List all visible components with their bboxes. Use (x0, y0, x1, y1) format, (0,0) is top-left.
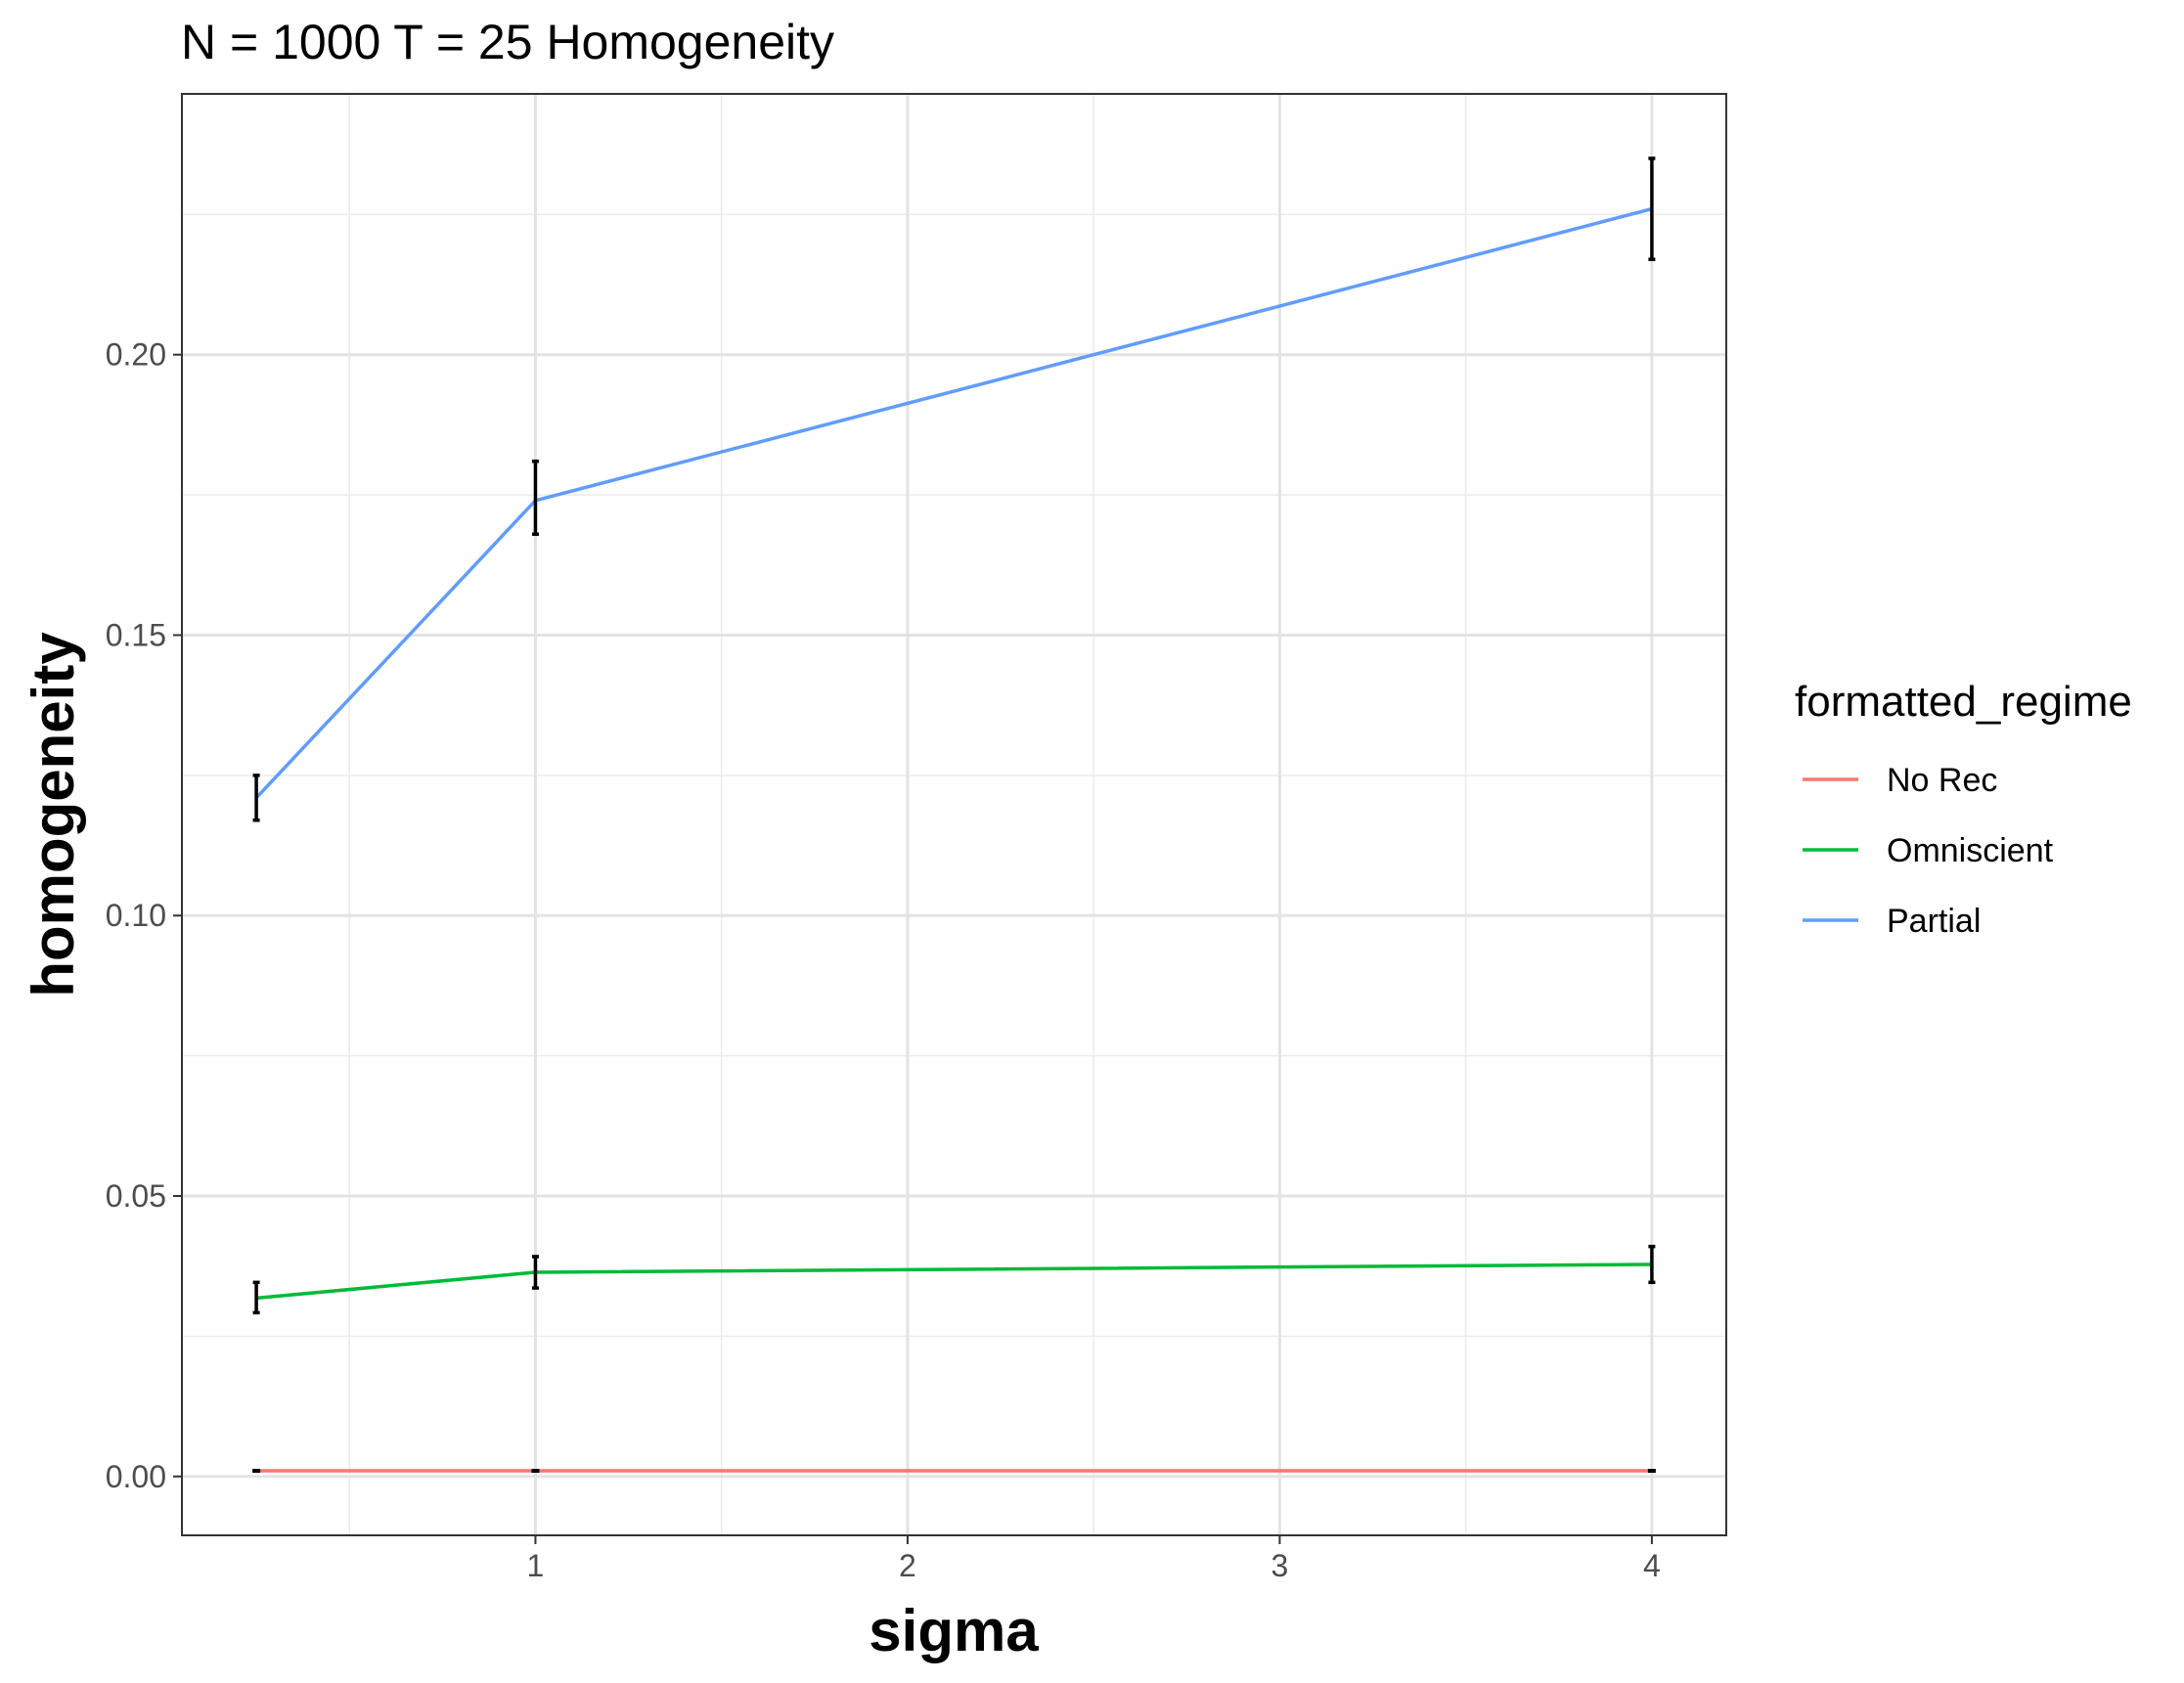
chart-title: N = 1000 T = 25 Homogeneity (181, 15, 834, 69)
legend-label: No Rec (1887, 762, 1997, 799)
y-axis-title: homogeneity (21, 632, 86, 997)
legend: formatted_regime No Rec Omniscient Partial (1795, 678, 2132, 940)
legend-item-partial: Partial (1803, 903, 1981, 940)
x-axis-ticks: 1 2 3 4 (527, 1535, 1661, 1583)
error-bar-partial (531, 459, 539, 536)
y-tick-label: 0.00 (106, 1459, 166, 1494)
x-tick-label: 4 (1643, 1548, 1661, 1583)
y-tick-label: 0.20 (106, 337, 166, 373)
x-tick-label: 2 (899, 1548, 916, 1583)
error-bar-omniscient (531, 1255, 539, 1290)
x-axis-title: sigma (869, 1598, 1039, 1663)
legend-label: Partial (1887, 903, 1981, 940)
x-tick-label: 3 (1271, 1548, 1289, 1583)
error-bar-partial (1648, 156, 1656, 261)
panel-border (181, 93, 1727, 1536)
error-bar-omniscient (1648, 1244, 1656, 1285)
legend-items: No Rec Omniscient Partial (1803, 762, 2054, 940)
y-tick-label: 0.05 (106, 1178, 166, 1214)
legend-item-omniscient: Omniscient (1803, 832, 2054, 869)
x-tick-label: 1 (527, 1548, 545, 1583)
legend-title: formatted_regime (1795, 678, 2132, 726)
error-bars (252, 156, 1656, 1474)
legend-item-no-rec: No Rec (1803, 762, 1997, 799)
y-tick-label: 0.10 (106, 898, 166, 933)
grid-lines (182, 94, 1726, 1535)
y-tick-label: 0.15 (106, 617, 166, 652)
legend-label: Omniscient (1887, 832, 2054, 869)
error-bar-omniscient (252, 1280, 260, 1315)
y-axis-ticks: 0.00 0.05 0.10 0.15 0.20 (106, 337, 182, 1494)
error-bar-partial (252, 774, 260, 822)
